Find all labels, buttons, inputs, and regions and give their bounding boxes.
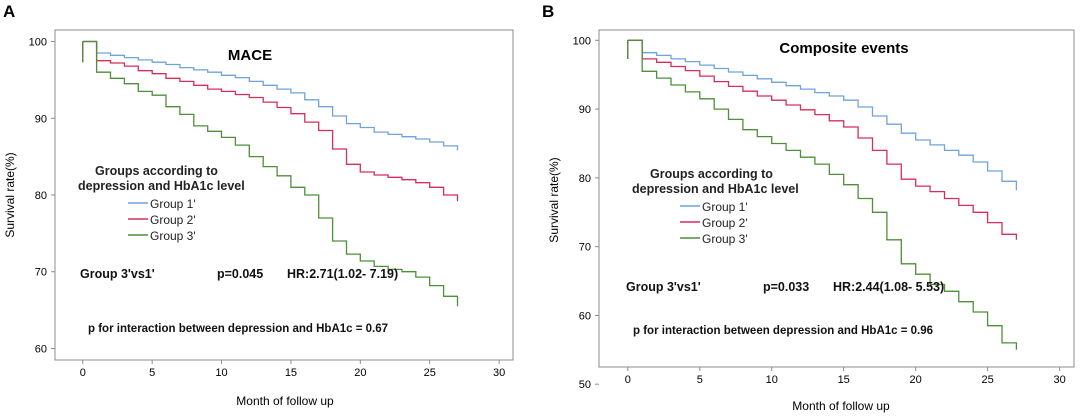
chart-title: Composite events [779,40,908,57]
legend: Groups according to depression and HbA1c… [632,167,799,246]
plot-frame [598,29,1075,368]
y-tick-label: 80 [35,190,47,202]
x-axis-title: Month of follow up [792,399,890,413]
x-tick-label: 5 [149,367,155,379]
legend-label-group-2: Group 2' [150,213,196,227]
y-tick-label: 70 [579,242,591,254]
x-tick-label: 25 [424,367,436,379]
survival-curve-group-2 [627,39,1018,240]
legend-label-group-3: Group 3' [702,232,748,246]
x-tick-label: 15 [285,367,297,379]
x-tick-label: 30 [493,367,505,379]
y-tick-label: 60 [35,343,47,355]
y-axis-title: Survival rate(%) [547,157,561,242]
x-tick-label: 20 [354,367,366,379]
y-tick-label: 90 [35,113,47,125]
y-tick-label: 90 [579,104,591,116]
y-tick-label: 100 [573,35,591,47]
hazard-ratio: HR:2.44(1.08- 5.53) [833,280,944,294]
chart-title: MACE [228,47,272,64]
panel-b: B Month of follow up Survival rate(%) 0 5… [542,2,1075,413]
x-tick-label: 30 [1053,374,1065,386]
survival-curve-group-2 [82,40,459,202]
x-tick-label: 0 [80,367,86,379]
comparison-label: Group 3'vs1' [626,280,701,294]
axis-ticks: 0 5 10 15 20 25 30 60 70 80 90 100 [29,37,506,379]
x-tick-label: 25 [982,374,994,386]
legend: Groups according to depression and HbA1c… [78,164,245,243]
x-tick-label: 0 [625,374,631,386]
legend-label-group-1: Group 1' [702,200,748,214]
x-axis-title: Month of follow up [236,394,334,408]
legend-title-line1: Groups according to [650,167,773,181]
x-tick-label: 20 [910,374,922,386]
y-tick-label: 80 [579,173,591,185]
y-tick-label: 70 [35,267,47,279]
legend-title-line2: depression and HbA1c level [632,182,799,196]
panel-label: A [3,2,15,21]
x-tick-label: 10 [215,367,227,379]
survival-curve-group-1 [627,39,1018,191]
interaction-note: p for interaction between depression and… [633,325,933,337]
panel-label: B [542,2,554,21]
interaction-note: p for interaction between depression and… [88,323,388,335]
axis-ticks: 0 5 10 15 20 25 30 50 60 70 80 90 100 [573,35,1066,391]
panel-a: A Month of follow up Survival rate(%) 0 5… [3,2,514,408]
y-axis-title: Survival rate(%) [3,152,17,237]
legend-label-group-3: Group 3' [150,229,196,243]
survival-curve-group-3 [82,40,459,307]
survival-curves [627,39,1018,350]
y-tick-label: 50 [579,379,591,391]
legend-title-line2: depression and HbA1c level [78,179,245,193]
x-tick-label: 10 [766,374,778,386]
legend-title-line1: Groups according to [95,164,218,178]
x-tick-label: 5 [697,374,703,386]
comparison-label: Group 3'vs1' [80,267,155,281]
x-tick-label: 15 [838,374,850,386]
survival-curve-group-1 [82,40,459,151]
hazard-ratio: HR:2.71(1.02- 7.19) [287,267,398,281]
legend-label-group-2: Group 2' [702,216,748,230]
p-value: p=0.045 [217,267,263,281]
survival-curves [82,40,459,307]
legend-label-group-1: Group 1' [150,197,196,211]
survival-curve-group-3 [627,39,1018,350]
y-tick-label: 100 [29,37,47,49]
p-value: p=0.033 [763,280,809,294]
y-tick-label: 60 [579,310,591,322]
